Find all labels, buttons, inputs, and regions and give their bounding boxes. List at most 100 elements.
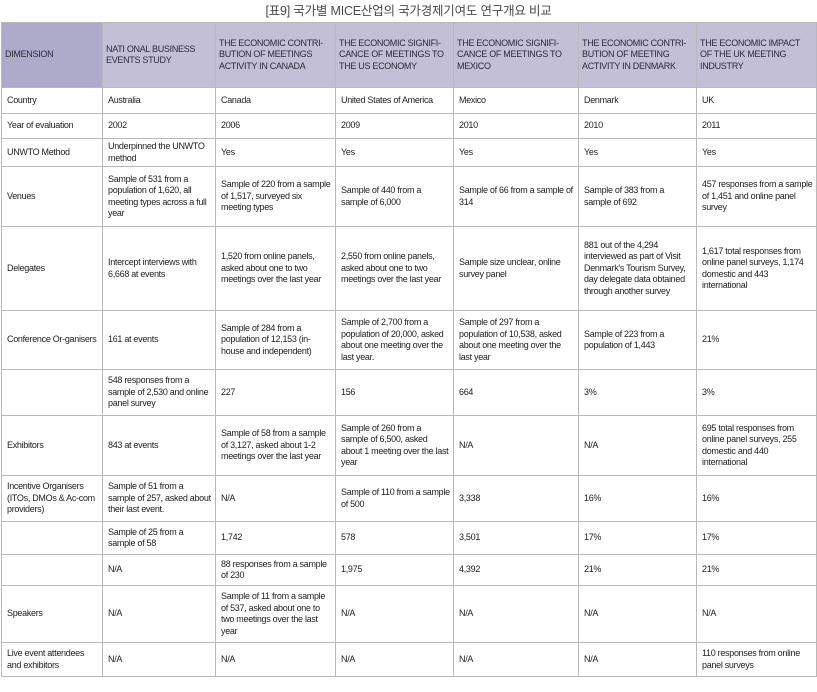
- table-cell: N/A: [696, 585, 817, 643]
- row-label: Conference Or-ganisers: [1, 310, 103, 370]
- table-row: Live event attendees and exhibitors N/A …: [1, 642, 817, 677]
- table-cell: Sample of 297 from a population of 10,53…: [453, 310, 579, 370]
- table-cell: 156: [335, 369, 454, 416]
- table-cell: 110 responses from online panel surveys: [696, 642, 817, 677]
- table-cell: 3,501: [453, 521, 579, 555]
- row-label: Speakers: [1, 585, 103, 643]
- table-cell: N/A: [215, 475, 336, 522]
- table-row: Venues Sample of 531 from a population o…: [1, 166, 817, 227]
- table-cell: Sample of 51 from a sample of 257, asked…: [102, 475, 216, 522]
- row-label: Year of evaluation: [1, 113, 103, 139]
- table-cell: 3,338: [453, 475, 579, 522]
- table-row: Year of evaluation 2002 2006 2009 2010 2…: [1, 113, 817, 139]
- table-cell: Yes: [335, 138, 454, 167]
- table-cell: Sample of 383 from a sample of 692: [578, 166, 697, 227]
- table-cell: Yes: [453, 138, 579, 167]
- table-cell: Sample of 110 from a sample of 500: [335, 475, 454, 522]
- table-cell: N/A: [578, 585, 697, 643]
- table-cell: 457 responses from a sample of 1,451 and…: [696, 166, 817, 227]
- row-label: UNWTO Method: [1, 138, 103, 167]
- table-row: 548 responses from a sample of 2,530 and…: [1, 369, 817, 416]
- table-cell: 3%: [578, 369, 697, 416]
- row-label: Country: [1, 87, 103, 114]
- table-cell: N/A: [335, 642, 454, 677]
- header-row: DIMENSION NATI ONAL BUSINESS EVENTS STUD…: [1, 22, 817, 88]
- row-label: [1, 554, 103, 586]
- table-cell: 2010: [578, 113, 697, 139]
- table-row: Speakers N/A Sample of 11 from a sample …: [1, 585, 817, 643]
- row-label: [1, 521, 103, 555]
- table-cell: Sample of 223 from a population of 1,443: [578, 310, 697, 370]
- header-denmark-study: THE ECONOMIC CONTRI-BUTION OF MEETING AC…: [578, 22, 697, 88]
- table-cell: 2009: [335, 113, 454, 139]
- table-cell: Sample of 58 from a sample of 3,127, ask…: [215, 415, 336, 476]
- table-cell: 17%: [578, 521, 697, 555]
- table-cell: N/A: [335, 585, 454, 643]
- table-cell: 21%: [578, 554, 697, 586]
- table-cell: Mexico: [453, 87, 579, 114]
- table-cell: 1,617 total responses from online panel …: [696, 226, 817, 311]
- table-row: UNWTO Method Underpinned the UNWTO metho…: [1, 138, 817, 167]
- table-cell: Sample of 2,700 from a population of 20,…: [335, 310, 454, 370]
- table-cell: UK: [696, 87, 817, 114]
- table-cell: N/A: [453, 585, 579, 643]
- table-cell: Intercept interviews with 6,668 at event…: [102, 226, 216, 311]
- table-cell: N/A: [215, 642, 336, 677]
- table-cell: N/A: [102, 554, 216, 586]
- table-row: Delegates Intercept interviews with 6,66…: [1, 226, 817, 311]
- table-cell: Yes: [696, 138, 817, 167]
- table-row: Sample of 25 from a sample of 58 1,742 5…: [1, 521, 817, 555]
- table-cell: 881 out of the 4,294 interviewed as part…: [578, 226, 697, 311]
- table-cell: Sample of 25 from a sample of 58: [102, 521, 216, 555]
- table-cell: Canada: [215, 87, 336, 114]
- row-label: [1, 369, 103, 416]
- table-cell: 21%: [696, 554, 817, 586]
- table-cell: N/A: [578, 642, 697, 677]
- table-cell: 548 responses from a sample of 2,530 and…: [102, 369, 216, 416]
- table-cell: Sample of 440 from a sample of 6,000: [335, 166, 454, 227]
- table-cell: Underpinned the UNWTO method: [102, 138, 216, 167]
- table-cell: N/A: [102, 642, 216, 677]
- table-cell: Sample of 66 from a sample of 314: [453, 166, 579, 227]
- row-label: Incentive Organisers (ITOs, DMOs & Ac-co…: [1, 475, 103, 522]
- comparison-table: DIMENSION NATI ONAL BUSINESS EVENTS STUD…: [1, 22, 817, 677]
- table-cell: 17%: [696, 521, 817, 555]
- table-cell: Yes: [578, 138, 697, 167]
- table-cell: N/A: [453, 642, 579, 677]
- table-cell: 2002: [102, 113, 216, 139]
- table-cell: Australia: [102, 87, 216, 114]
- row-label: Venues: [1, 166, 103, 227]
- table-cell: Sample size unclear, online survey panel: [453, 226, 579, 311]
- table-cell: 2010: [453, 113, 579, 139]
- table-cell: Sample of 260 from a sample of 6,500, as…: [335, 415, 454, 476]
- table-cell: 88 responses from a sample of 230: [215, 554, 336, 586]
- table-cell: 578: [335, 521, 454, 555]
- table-cell: United States of America: [335, 87, 454, 114]
- table-cell: N/A: [578, 415, 697, 476]
- table-cell: 2006: [215, 113, 336, 139]
- table-cell: Sample of 11 from a sample of 537, asked…: [215, 585, 336, 643]
- table-cell: 2,550 from online panels, asked about on…: [335, 226, 454, 311]
- row-label: Delegates: [1, 226, 103, 311]
- row-label: Live event attendees and exhibitors: [1, 642, 103, 677]
- table-cell: 695 total responses from online panel su…: [696, 415, 817, 476]
- table-title: [표9] 국가별 MICE산업의 국가경제기여도 연구개요 비교: [265, 4, 552, 18]
- table-cell: Denmark: [578, 87, 697, 114]
- table-cell: 2011: [696, 113, 817, 139]
- table-cell: N/A: [102, 585, 216, 643]
- row-label: Exhibitors: [1, 415, 103, 476]
- table-row: Conference Or-ganisers 161 at events Sam…: [1, 310, 817, 370]
- table-cell: 1,520 from online panels, asked about on…: [215, 226, 336, 311]
- table-cell: 664: [453, 369, 579, 416]
- table-cell: 3%: [696, 369, 817, 416]
- table-row: Incentive Organisers (ITOs, DMOs & Ac-co…: [1, 475, 817, 522]
- table-cell: 1,742: [215, 521, 336, 555]
- table-cell: 1,975: [335, 554, 454, 586]
- header-us-study: THE ECONOMIC SIGNIFI-CANCE OF MEETINGS T…: [335, 22, 454, 88]
- header-dimension: DIMENSION: [1, 22, 103, 88]
- table-cell: Sample of 220 from a sample of 1,517, su…: [215, 166, 336, 227]
- header-canada-study: THE ECONOMIC CONTRI-BUTION OF MEETINGS A…: [215, 22, 336, 88]
- table-row: Exhibitors 843 at events Sample of 58 fr…: [1, 415, 817, 476]
- table-row: N/A 88 responses from a sample of 230 1,…: [1, 554, 817, 586]
- header-uk-study: THE ECONOMIC IMPACT OF THE UK MEETING IN…: [696, 22, 817, 88]
